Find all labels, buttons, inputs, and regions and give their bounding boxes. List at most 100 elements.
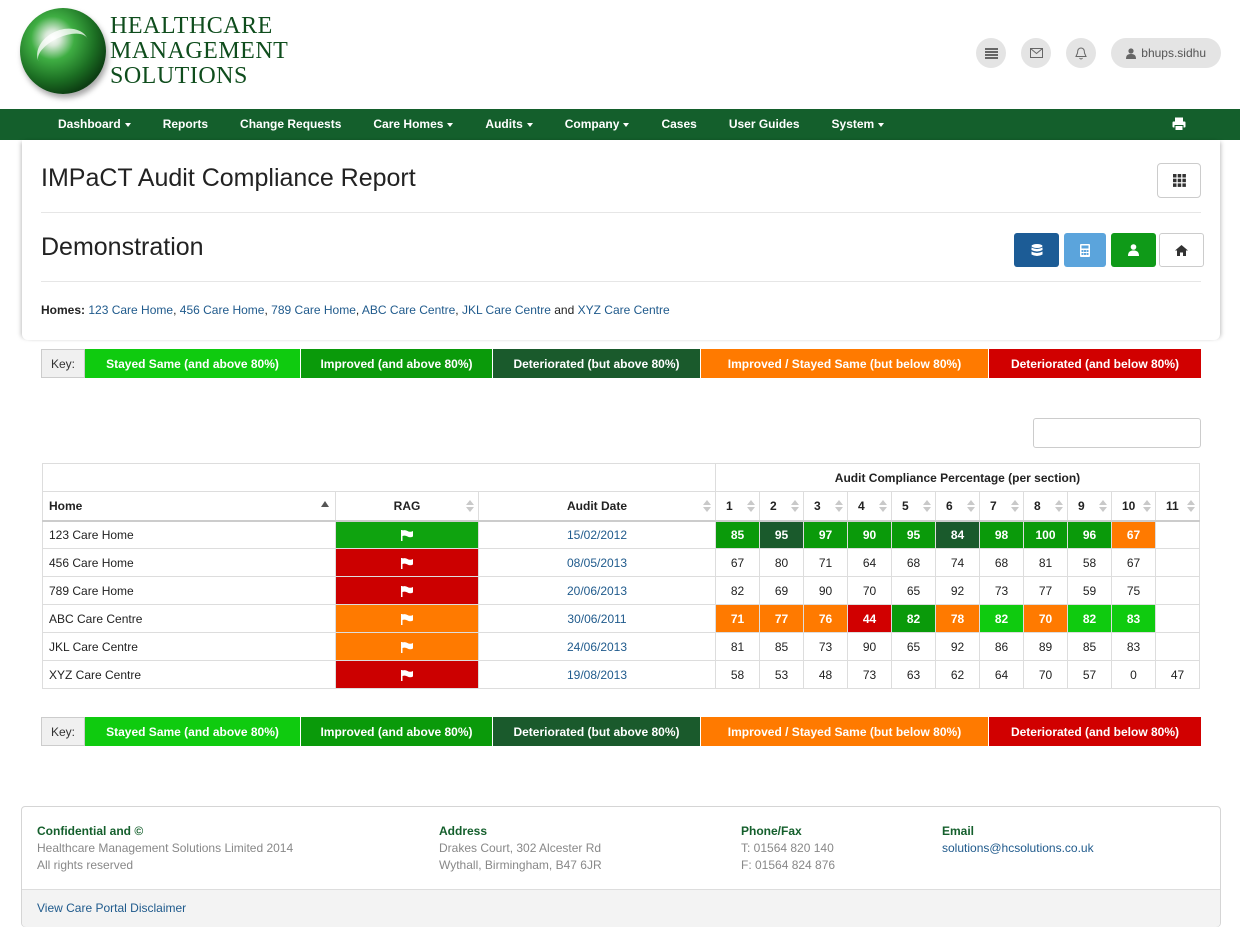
column-header-section-10[interactable]: 10	[1111, 491, 1156, 522]
section-score-cell: 92	[935, 576, 980, 605]
section-score-cell: 73	[803, 632, 848, 661]
print-icon[interactable]	[1172, 117, 1186, 131]
section-score-cell: 85	[759, 632, 804, 661]
section-score-cell: 82	[891, 604, 936, 633]
footer-email: Email solutions@hcsolutions.co.uk	[942, 823, 1094, 857]
column-header-section-5[interactable]: 5	[891, 491, 936, 522]
audit-date-link[interactable]: 20/06/2013	[478, 576, 716, 605]
audit-date-link[interactable]: 30/06/2011	[478, 604, 716, 633]
nav-company[interactable]: Company	[549, 109, 646, 140]
footer-copyright-line-2: All rights reserved	[37, 858, 134, 872]
column-header-home[interactable]: Home	[42, 491, 336, 522]
caret-down-icon	[623, 122, 630, 127]
sort-icon	[703, 500, 711, 512]
calculator-icon	[1080, 243, 1090, 257]
column-header-section-1[interactable]: 1	[715, 491, 760, 522]
nav-dashboard[interactable]: Dashboard	[42, 109, 147, 140]
footer-copyright-line-1: Healthcare Management Solutions Limited …	[37, 841, 294, 855]
section-score-cell: 85	[1067, 632, 1112, 661]
home-link[interactable]: 789 Care Home	[271, 303, 356, 317]
key-deteriorated-above: Deteriorated (but above 80%)	[493, 349, 701, 378]
section-score-cell: 57	[1067, 660, 1112, 689]
section-score-cell: 83	[1111, 632, 1156, 661]
section-score-cell: 67	[715, 548, 760, 577]
column-header-section-6[interactable]: 6	[935, 491, 980, 522]
database-button[interactable]	[1014, 233, 1059, 267]
column-header-label: 9	[1078, 498, 1085, 513]
column-header-section-3[interactable]: 3	[803, 491, 848, 522]
sort-icon	[1099, 500, 1107, 512]
logo-line-1: HEALTHCARE	[110, 13, 273, 39]
audit-date-link[interactable]: 19/08/2013	[478, 660, 716, 689]
user-icon	[1126, 47, 1137, 59]
key-below-80: Improved / Stayed Same (but below 80%)	[701, 717, 989, 746]
messages-button[interactable]	[1021, 38, 1052, 68]
disclaimer-link[interactable]: View Care Portal Disclaimer	[37, 901, 187, 915]
column-header-section-2[interactable]: 2	[759, 491, 804, 522]
sort-icon	[879, 500, 887, 512]
section-score-cell	[1155, 576, 1200, 605]
audit-date-link[interactable]: 24/06/2013	[478, 632, 716, 661]
column-header-section-9[interactable]: 9	[1067, 491, 1112, 522]
column-header-section-11[interactable]: 11	[1155, 491, 1200, 522]
user-menu-button[interactable]: bhups.sidhu	[1111, 38, 1221, 68]
apps-grid-button[interactable]	[1157, 163, 1201, 198]
nav-reports[interactable]: Reports	[147, 109, 224, 140]
homes-separator: ,	[173, 303, 177, 317]
table-search-input[interactable]	[1033, 418, 1201, 448]
tasks-button[interactable]	[976, 38, 1007, 68]
nav-care-homes[interactable]: Care Homes	[357, 109, 469, 140]
divider	[41, 281, 1201, 282]
column-header-label: 5	[902, 498, 909, 513]
flag-icon	[401, 556, 413, 570]
footer-email-link[interactable]: solutions@hcsolutions.co.uk	[942, 841, 1094, 855]
grid-icon	[1172, 174, 1186, 187]
footer-copyright: Confidential and © Healthcare Management…	[37, 823, 293, 874]
section-score-cell: 77	[1023, 576, 1068, 605]
envelope-icon	[1029, 48, 1043, 58]
column-header-section-7[interactable]: 7	[979, 491, 1024, 522]
key-below-80: Improved / Stayed Same (but below 80%)	[701, 349, 989, 378]
column-header-rag[interactable]: RAG	[335, 491, 479, 522]
home-link[interactable]: 123 Care Home	[88, 303, 174, 317]
divider	[41, 212, 1201, 213]
nav-user-guides[interactable]: User Guides	[713, 109, 816, 140]
section-score-cell: 96	[1067, 520, 1112, 549]
residents-button[interactable]	[1111, 233, 1156, 267]
section-score-cell: 75	[1111, 576, 1156, 605]
home-link[interactable]: ABC Care Centre	[361, 303, 456, 317]
nav-cases[interactable]: Cases	[645, 109, 712, 140]
nav-items: Dashboard Reports Change Requests Care Home…	[42, 109, 900, 140]
home-link[interactable]: 456 Care Home	[179, 303, 265, 317]
nav-audits[interactable]: Audits	[469, 109, 548, 140]
logo-line-2: MANAGEMENT	[110, 38, 289, 64]
home-button[interactable]	[1159, 233, 1204, 267]
footer-address-line-1: Drakes Court, 302 Alcester Rd	[439, 841, 602, 855]
nav-change-requests[interactable]: Change Requests	[224, 109, 357, 140]
logo-text: HEALTHCARE MANAGEMENT SOLUTIONS	[110, 14, 288, 89]
notifications-button[interactable]	[1066, 38, 1097, 68]
section-score-cell: 98	[979, 520, 1024, 549]
nav-system[interactable]: System	[816, 109, 901, 140]
section-group-header: Audit Compliance Percentage (per section…	[715, 463, 1200, 492]
home-link[interactable]: XYZ Care Centre	[577, 303, 670, 317]
company-logo[interactable]: HEALTHCARE MANAGEMENT SOLUTIONS	[20, 8, 290, 100]
audit-date-link[interactable]: 08/05/2013	[478, 548, 716, 577]
section-score-cell: 68	[979, 548, 1024, 577]
sort-icon	[1055, 500, 1063, 512]
column-header-section-4[interactable]: 4	[847, 491, 892, 522]
audit-date-link[interactable]: 15/02/2012	[478, 520, 716, 549]
section-score-cell: 95	[759, 520, 804, 549]
home-link[interactable]: JKL Care Centre	[461, 303, 551, 317]
section-score-cell: 65	[891, 576, 936, 605]
column-header-audit-date[interactable]: Audit Date	[478, 491, 716, 522]
section-score-cell: 69	[759, 576, 804, 605]
section-score-cell: 63	[891, 660, 936, 689]
table-row: JKL Care Centre 24/06/2013 81 85 73 90 65 92 86 8…	[42, 632, 1200, 661]
calculator-button[interactable]	[1064, 233, 1106, 267]
column-header-section-8[interactable]: 8	[1023, 491, 1068, 522]
column-header-label: 10	[1122, 498, 1136, 513]
section-score-cell: 53	[759, 660, 804, 689]
flag-icon	[401, 584, 413, 598]
section-score-cell: 95	[891, 520, 936, 549]
